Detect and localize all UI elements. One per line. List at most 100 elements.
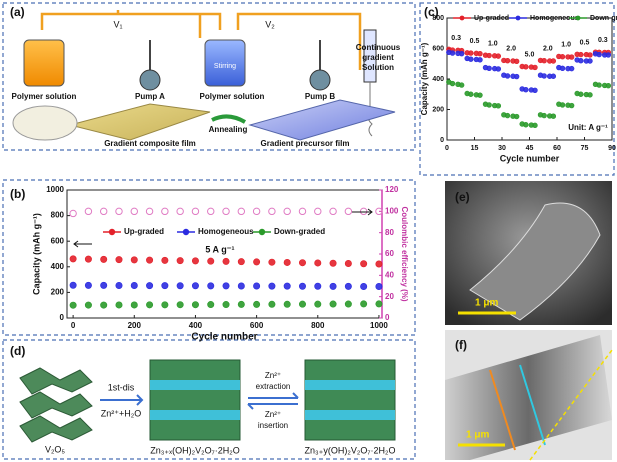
data-point	[161, 207, 169, 216]
data-point	[298, 300, 306, 308]
data-point	[115, 281, 123, 289]
data-point	[468, 91, 474, 97]
guide	[529, 349, 613, 461]
data-point	[253, 300, 261, 308]
fiber	[469, 202, 601, 321]
data-point	[268, 258, 276, 266]
pump	[139, 69, 161, 91]
data-point	[596, 51, 602, 58]
data-point	[375, 260, 383, 268]
data-point	[568, 54, 575, 60]
scale-label: 1 μm	[475, 298, 498, 309]
data-point	[130, 256, 138, 264]
data-point	[314, 207, 322, 216]
y-tick-label: 400	[51, 262, 65, 271]
zn-phase-y	[304, 359, 396, 441]
data-point	[115, 301, 123, 309]
data-point	[605, 52, 612, 58]
data-point	[161, 301, 169, 309]
data-point	[329, 259, 337, 267]
data-point	[237, 282, 245, 290]
data-point	[458, 82, 465, 88]
data-point	[495, 66, 502, 72]
x-tick-label: 0	[71, 321, 76, 330]
x-tick-label: 15	[471, 145, 479, 152]
data-point	[84, 301, 92, 309]
panel-frame	[2, 339, 416, 460]
y-tick-label: 600	[51, 236, 65, 245]
data-point	[360, 300, 368, 308]
data-point	[191, 207, 200, 216]
panel-label: (f)	[455, 338, 467, 352]
x-tick-label: 45	[526, 145, 534, 152]
data-point	[550, 73, 557, 79]
data-point	[69, 301, 77, 309]
data-point	[84, 281, 92, 289]
y2-tick-label: 40	[385, 270, 394, 279]
caption: Gradient composite film	[104, 139, 196, 148]
x-tick-label: 60	[553, 145, 561, 152]
data-point	[314, 282, 322, 290]
data-point	[532, 122, 538, 129]
data-point	[568, 65, 575, 72]
caption: Gradient precursor film	[261, 139, 350, 148]
anneal-arrow	[211, 114, 247, 124]
data-point	[329, 300, 337, 308]
data-point	[532, 87, 538, 93]
data-point	[550, 113, 557, 119]
arrow	[100, 394, 144, 406]
precursor-film	[248, 99, 396, 141]
data-point	[252, 207, 261, 216]
data-point	[458, 50, 465, 57]
y-axis-title: Capacity (mAh g⁻¹)	[31, 213, 41, 295]
data-point	[298, 207, 307, 216]
data-point	[298, 259, 306, 267]
data-point	[605, 83, 612, 89]
x-axis-title: Cycle number	[500, 153, 560, 163]
x-tick-label: 1000	[370, 321, 388, 330]
data-point	[477, 57, 483, 63]
data-point	[176, 207, 184, 216]
data-point	[477, 50, 483, 57]
data-point	[207, 257, 215, 265]
caption: gradient	[362, 53, 394, 62]
plot-frame	[446, 17, 613, 141]
arrow	[73, 240, 92, 248]
y-axis-title: Capacity (mAh g⁻¹)	[420, 42, 429, 115]
legend-label: Homogeneous	[530, 15, 579, 22]
panel-d: (d) V₂O₅ 1st-dis Zn²⁺+H₂O Zn₃₊ₓ(OH)₂V₂O₇…	[2, 339, 416, 460]
panel-label: (a)	[10, 5, 25, 19]
data-point	[191, 282, 199, 290]
x-tick-label: 600	[250, 321, 264, 330]
data-point	[222, 207, 230, 216]
data-point	[268, 282, 276, 290]
x-tick-label: 400	[189, 321, 203, 330]
data-point	[283, 282, 291, 290]
legend-label: Up-graded	[124, 227, 164, 236]
rate-label: 0.3	[451, 35, 461, 42]
data-point	[596, 82, 602, 88]
data-point	[513, 113, 520, 120]
data-point	[532, 64, 538, 71]
data-point	[360, 260, 368, 268]
data-point	[176, 301, 184, 309]
pump	[309, 69, 331, 91]
data-point	[100, 301, 108, 309]
panel-label: (d)	[10, 344, 25, 358]
composite-film	[69, 103, 211, 141]
data-point	[176, 257, 184, 265]
y2-tick-label: 20	[385, 292, 394, 301]
v2o5-structure	[19, 367, 93, 443]
y2-tick-label: 60	[385, 249, 394, 258]
data-point	[495, 103, 502, 109]
y-tick-label: 800	[432, 15, 444, 22]
y-tick-label: 200	[432, 106, 444, 113]
data-point	[477, 92, 483, 98]
data-point	[329, 282, 337, 290]
legend-label: Down-graded	[590, 15, 617, 22]
y-tick-label: 600	[432, 45, 444, 52]
data-point	[100, 255, 108, 263]
data-point	[191, 301, 199, 309]
panel-a: (a) V₁ V₂ Polymer solution Pump A Polyme…	[2, 2, 416, 151]
data-point	[486, 102, 492, 108]
